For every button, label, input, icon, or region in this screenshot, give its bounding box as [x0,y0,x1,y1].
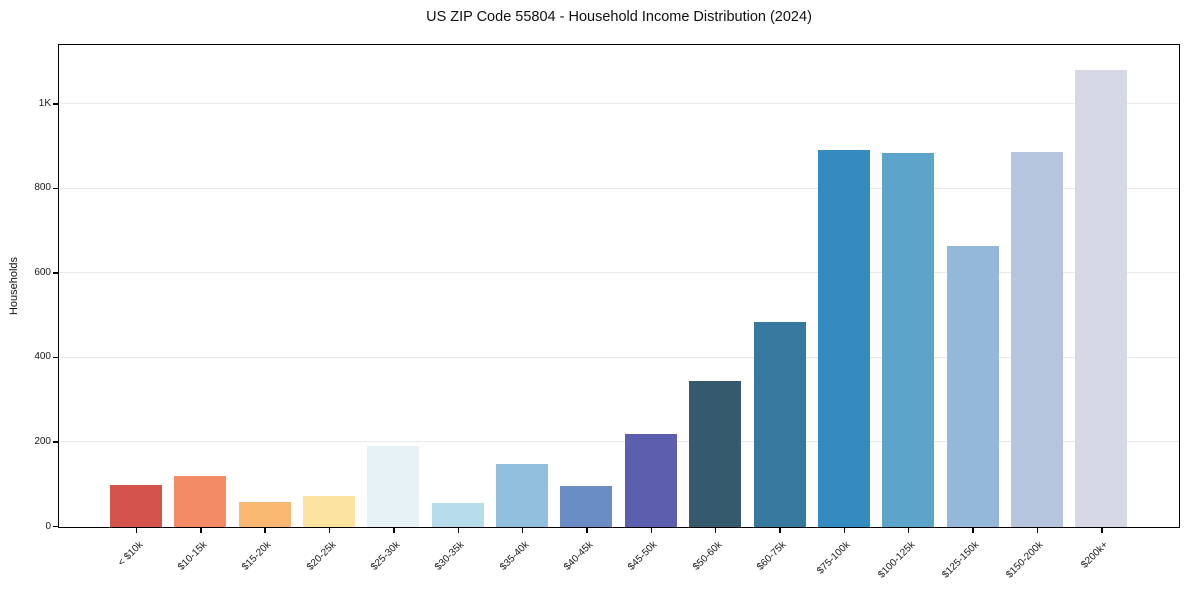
x-tick-label: $45-50k [626,539,660,573]
x-tick-label: $15-20k [240,539,274,573]
x-tick-label: $10-15k [175,539,210,573]
bar-10k [110,484,162,527]
x-tick-label: $30-35k [433,539,467,573]
bar-50-60k [689,380,742,527]
x-tick-label: $50-60k [690,539,725,573]
y-tick-label: 400 [34,351,51,363]
x-tick-label: $40-45k [561,539,596,573]
x-tick-mark [1036,528,1039,533]
bar-200k [1075,69,1128,527]
y-tick-mark [53,525,58,528]
x-tick-label: $60-75k [755,539,789,573]
y-tick-mark [53,356,58,359]
y-tick-label: 1K [38,97,51,109]
chart-title: US ZIP Code 55804 - Household Income Dis… [426,9,812,25]
x-tick-mark [1101,528,1103,533]
x-tick-mark [586,528,588,533]
x-tick-mark [200,528,202,533]
x-tick-mark [907,528,910,533]
bar-30-35k [431,503,484,527]
bar-60-75k [753,322,806,527]
x-tick-label: $150-200k [1004,539,1046,581]
x-tick-mark [779,528,781,533]
x-tick-mark [393,528,395,533]
x-tick-mark [714,528,717,533]
y-tick-label: 200 [34,435,51,447]
x-tick-label: $200k+ [1078,539,1111,571]
y-tick-mark [53,272,58,274]
bar-75-100k [817,150,870,527]
gridline-1K [59,103,1179,105]
x-tick-mark [328,528,331,533]
bar-45-50k [624,434,677,527]
gridline-400 [59,356,1179,358]
plot-area [58,44,1180,528]
x-tick-mark [972,528,974,533]
x-tick-label: < $10k [115,539,145,569]
x-tick-mark [650,528,653,533]
x-tick-label: $35-40k [497,539,531,573]
bar-150-200k [1010,151,1063,527]
bar-35-40k [496,464,549,527]
y-tick-mark [53,441,58,443]
y-tick-mark [53,103,58,105]
y-tick-label: 800 [34,182,51,194]
gridline-600 [59,272,1179,274]
bar-20-25k [303,495,356,527]
x-tick-mark [135,528,138,533]
gridline-800 [59,187,1179,189]
bar-25-30k [367,446,420,527]
x-tick-label: $100-125k [875,539,918,581]
x-tick-mark [457,528,459,533]
x-tick-mark [264,528,266,533]
x-tick-label: $25-30k [368,539,403,573]
x-tick-mark [843,528,846,533]
bar-40-45k [560,485,613,527]
x-tick-label: $20-25k [304,539,338,573]
bar-125-150k [946,245,999,527]
y-tick-mark [53,187,58,190]
bar-100-125k [882,153,935,527]
gridline-200 [59,441,1179,443]
bar-15-20k [238,501,291,527]
y-tick-label: 0 [45,520,51,532]
y-axis-label: Households [8,256,20,316]
x-tick-label: $125-150k [940,539,982,581]
bar-10-15k [174,476,227,527]
y-tick-label: 600 [34,266,51,278]
x-tick-mark [521,528,524,533]
x-tick-label: $75-100k [815,539,853,577]
